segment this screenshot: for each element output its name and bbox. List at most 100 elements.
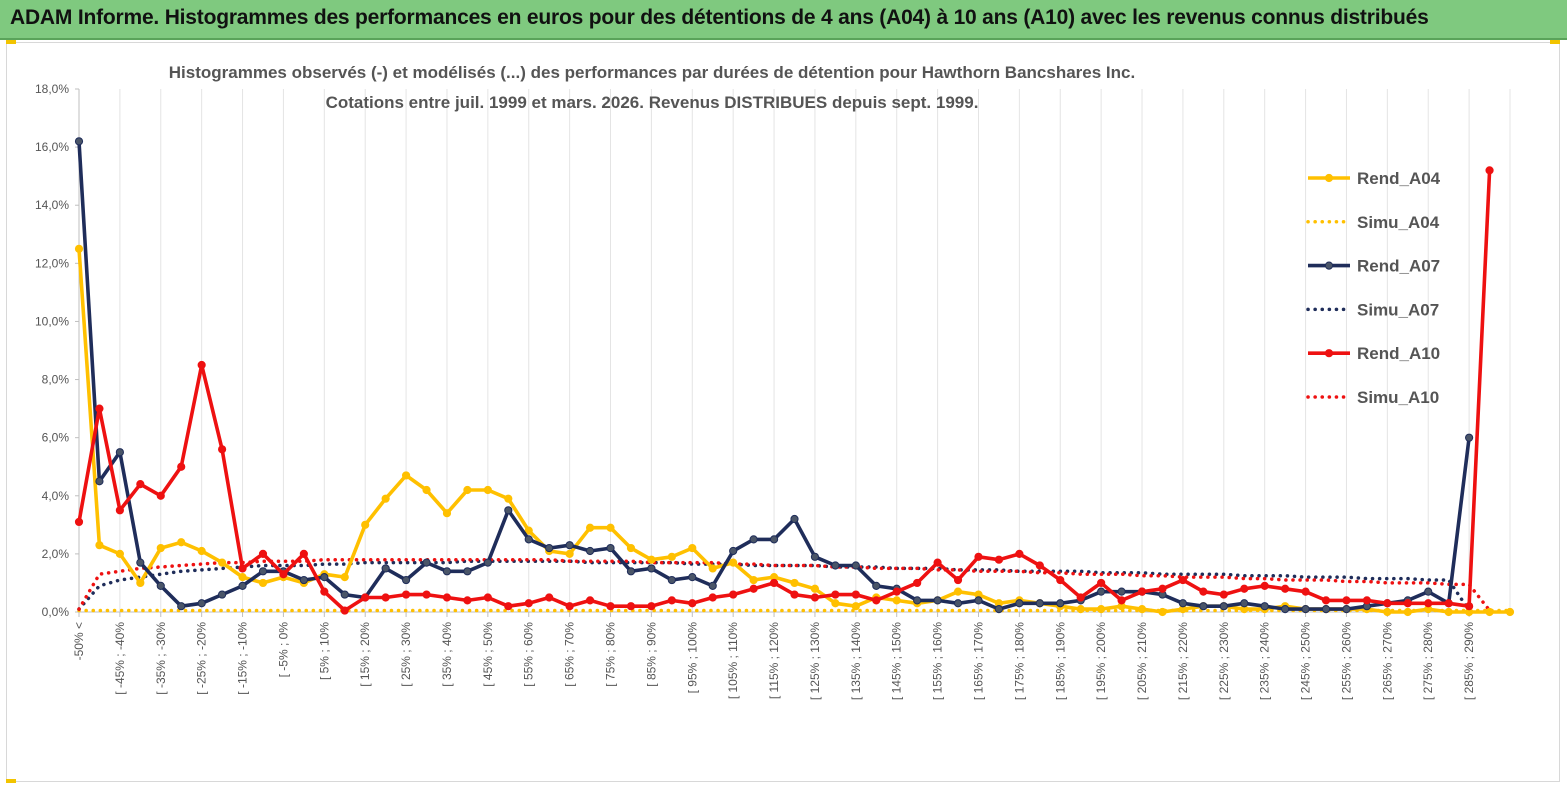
x-tick-label: [ 145% ; 150% bbox=[890, 622, 904, 700]
data-point bbox=[136, 558, 145, 567]
data-point bbox=[1158, 584, 1167, 593]
y-tick-label: 6,0% bbox=[42, 431, 70, 445]
data-point bbox=[1321, 596, 1331, 605]
data-point bbox=[1260, 602, 1269, 611]
data-point bbox=[953, 587, 963, 596]
data-point bbox=[361, 520, 370, 529]
data-point bbox=[74, 517, 84, 527]
data-point bbox=[74, 244, 84, 253]
data-point bbox=[1097, 587, 1106, 596]
x-tick-label: [ -45% ; -40% bbox=[113, 622, 127, 695]
series-rend-a04 bbox=[74, 244, 1515, 617]
data-point bbox=[790, 590, 799, 599]
data-point bbox=[729, 590, 738, 599]
x-tick-label: [ 125% ; 130% bbox=[808, 622, 822, 700]
data-point bbox=[95, 541, 104, 550]
data-point bbox=[851, 590, 860, 599]
data-point bbox=[1056, 599, 1065, 608]
x-tick-label: [ 275% ; 280% bbox=[1421, 622, 1435, 700]
x-tick-label: [ 75% ; 80% bbox=[604, 622, 618, 687]
legend-marker bbox=[1324, 349, 1334, 358]
data-point bbox=[647, 564, 656, 573]
data-point bbox=[585, 523, 595, 532]
frame-corner-bottom-left bbox=[6, 779, 16, 783]
data-point bbox=[1465, 602, 1474, 611]
data-point bbox=[851, 602, 860, 611]
data-point bbox=[1015, 549, 1024, 558]
data-point bbox=[1281, 604, 1290, 614]
data-point bbox=[545, 593, 554, 602]
x-tick-label: [ 45% ; 50% bbox=[481, 622, 495, 687]
data-point bbox=[892, 596, 901, 605]
data-point bbox=[831, 561, 840, 570]
data-point bbox=[279, 570, 288, 579]
data-point bbox=[749, 575, 758, 585]
x-tick-label: [ 105% ; 110% bbox=[726, 622, 740, 699]
x-tick-label: [ 55% ; 60% bbox=[522, 622, 536, 687]
data-point bbox=[647, 555, 656, 564]
data-point bbox=[606, 543, 615, 553]
x-tick-label: [ 135% ; 140% bbox=[849, 622, 863, 700]
data-point bbox=[606, 602, 615, 611]
data-point bbox=[1485, 607, 1494, 617]
data-point bbox=[851, 561, 860, 570]
legend-item-rend-a04: Rend_A04 bbox=[1308, 169, 1441, 188]
data-point bbox=[749, 535, 758, 544]
chart-frame bbox=[6, 42, 1560, 782]
data-point bbox=[320, 587, 329, 596]
x-tick-label: [ 265% ; 270% bbox=[1380, 622, 1394, 700]
series-line bbox=[77, 248, 1510, 614]
data-point bbox=[1076, 604, 1085, 614]
x-tick-label: [ -25% ; -20% bbox=[195, 622, 209, 695]
x-tick-label: [ 65% ; 70% bbox=[563, 622, 577, 687]
data-point bbox=[115, 549, 124, 558]
data-point bbox=[258, 549, 268, 558]
data-point bbox=[463, 567, 472, 576]
data-point bbox=[1056, 575, 1065, 585]
data-point bbox=[156, 543, 165, 553]
data-point bbox=[1015, 599, 1024, 608]
data-point bbox=[953, 599, 963, 608]
series-rend-a10 bbox=[74, 166, 1494, 615]
data-point bbox=[258, 567, 268, 576]
data-point bbox=[974, 596, 983, 605]
data-point bbox=[1137, 604, 1147, 614]
chart-title: Histogrammes observés (-) et modélisés (… bbox=[169, 63, 1135, 82]
data-point bbox=[1424, 587, 1433, 596]
data-point bbox=[708, 581, 717, 590]
data-point bbox=[790, 578, 799, 588]
data-point bbox=[933, 558, 942, 567]
data-point bbox=[1383, 599, 1392, 608]
data-point bbox=[790, 514, 799, 524]
legend-item-simu-a10: Simu_A10 bbox=[1306, 388, 1439, 407]
data-point bbox=[1444, 607, 1453, 617]
legend-item-simu-a07: Simu_A07 bbox=[1306, 300, 1439, 319]
x-tick-label: [ 25% ; 30% bbox=[399, 622, 413, 687]
data-point bbox=[504, 494, 513, 503]
data-point bbox=[197, 546, 206, 556]
data-point bbox=[156, 491, 165, 500]
x-tick-label: [ 285% ; 290% bbox=[1462, 622, 1476, 700]
data-point bbox=[524, 535, 533, 544]
data-point bbox=[688, 599, 697, 608]
data-point bbox=[442, 567, 452, 576]
data-point bbox=[667, 552, 676, 561]
data-point bbox=[1240, 599, 1249, 608]
data-point bbox=[1281, 584, 1290, 593]
data-point bbox=[381, 494, 390, 503]
data-point bbox=[340, 606, 349, 615]
data-point bbox=[1321, 604, 1331, 614]
data-point bbox=[1362, 596, 1372, 605]
data-point bbox=[238, 573, 247, 582]
data-point bbox=[545, 543, 554, 553]
x-tick-label: [ 195% ; 200% bbox=[1094, 622, 1108, 700]
legend-label: Simu_A10 bbox=[1357, 388, 1439, 407]
data-point bbox=[177, 538, 186, 547]
legend-label: Rend_A04 bbox=[1357, 169, 1441, 188]
data-point bbox=[1301, 604, 1310, 614]
data-point bbox=[1117, 596, 1126, 605]
gridlines bbox=[78, 89, 1511, 612]
legend-item-rend-a07: Rend_A07 bbox=[1308, 257, 1440, 276]
legend-item-simu-a04: Simu_A04 bbox=[1306, 213, 1440, 232]
